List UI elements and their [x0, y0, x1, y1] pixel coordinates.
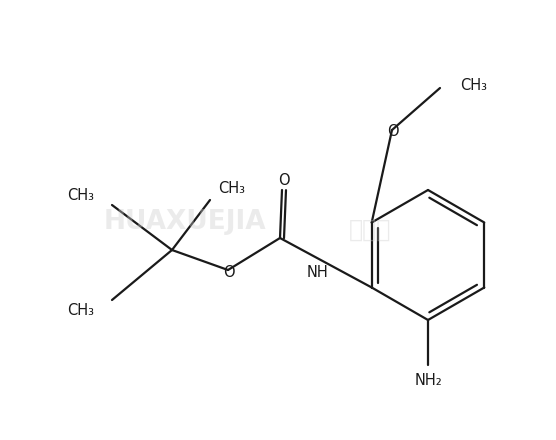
Text: CH₃: CH₃	[218, 180, 245, 195]
Text: NH₂: NH₂	[414, 373, 442, 388]
Text: HUAXUEJIA: HUAXUEJIA	[103, 209, 266, 235]
Text: O: O	[278, 172, 290, 187]
Text: O: O	[223, 264, 235, 279]
Text: CH₃: CH₃	[67, 303, 94, 318]
Text: 化学加: 化学加	[349, 218, 391, 242]
Text: CH₃: CH₃	[460, 77, 487, 92]
Text: CH₃: CH₃	[67, 187, 94, 202]
Text: NH: NH	[307, 264, 329, 279]
Text: O: O	[387, 124, 399, 139]
